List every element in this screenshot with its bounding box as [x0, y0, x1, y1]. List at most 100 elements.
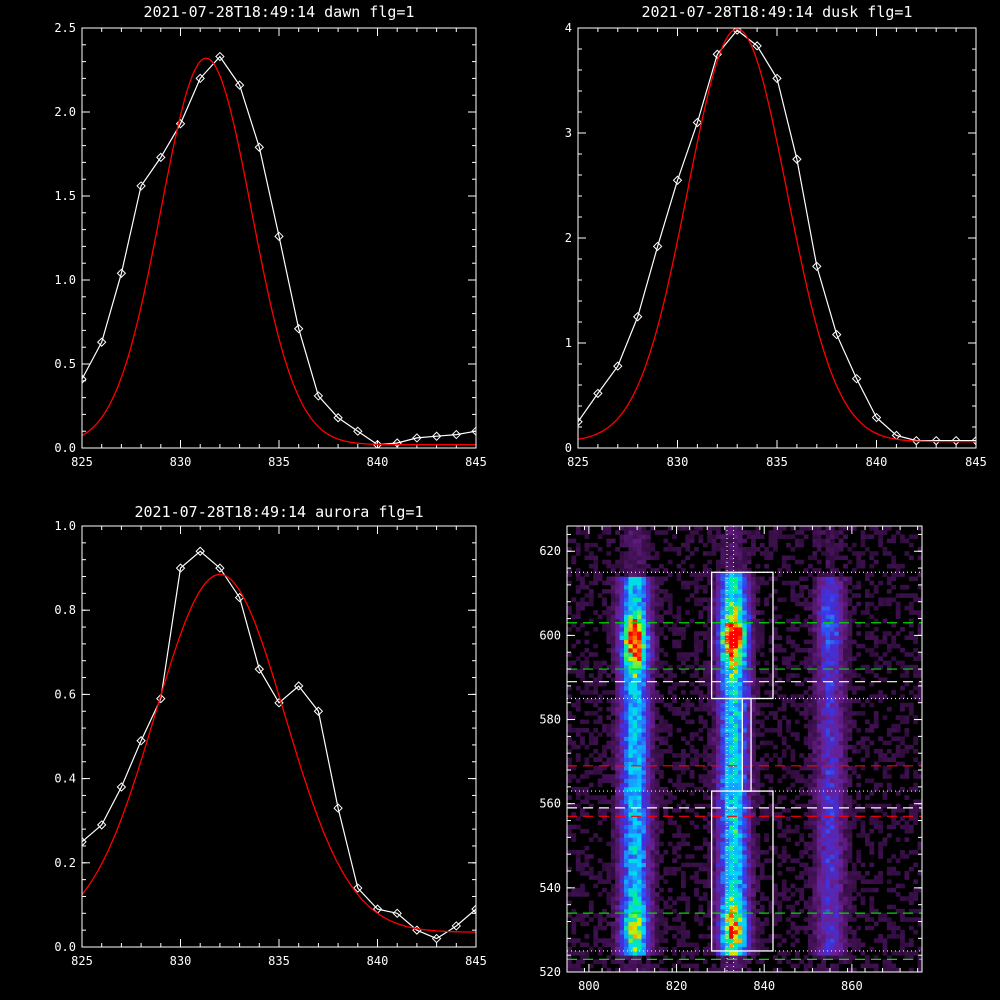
heatmap-cell: [808, 816, 813, 821]
heatmap-cell: [751, 601, 756, 607]
heatmap-cell: [865, 795, 870, 800]
heatmap-cell: [742, 946, 748, 952]
heatmap-cell: [786, 887, 791, 893]
heatmap-cell: [843, 900, 848, 906]
data-point-diamond: [96, 337, 107, 347]
heatmap-cell: [913, 749, 918, 754]
heatmap-cell: [843, 778, 848, 784]
heatmap-cell: [702, 635, 708, 640]
heatmap-cell: [597, 757, 603, 762]
heatmap-cell: [681, 799, 686, 805]
heatmap-cell: [724, 963, 730, 969]
heatmap-cell: [597, 875, 603, 880]
heatmap-cell: [707, 908, 712, 914]
heatmap-cell: [799, 803, 805, 809]
heatmap-cell: [834, 728, 840, 733]
heatmap-cell: [593, 749, 599, 754]
heatmap-cell: [843, 824, 848, 830]
heatmap-cell: [816, 770, 822, 775]
heatmap-cell: [825, 946, 831, 952]
heatmap-cell: [724, 955, 730, 960]
heatmap-cell: [742, 669, 748, 674]
heatmap-cell: [729, 761, 734, 767]
heatmap-cell: [847, 711, 853, 716]
heatmap-cell: [610, 677, 616, 683]
heatmap-cell: [808, 921, 813, 927]
heatmap-cell: [812, 681, 818, 687]
heatmap-cell: [900, 854, 905, 859]
heatmap-cell: [799, 702, 805, 708]
data-point-diamond: [156, 152, 166, 163]
heatmap-cell: [720, 866, 726, 872]
heatmap-cell: [624, 757, 629, 762]
heatmap-cell: [685, 765, 691, 771]
heatmap-cell: [610, 597, 616, 603]
heatmap-cell: [628, 951, 634, 956]
dusk-data-marks: [578, 28, 976, 446]
heatmap-cell: [610, 757, 616, 762]
heatmap-cell: [729, 841, 734, 847]
heatmap-cell: [685, 904, 691, 910]
heatmap-cell: [777, 942, 783, 948]
heatmap-cell: [786, 728, 791, 733]
heatmap-cell: [830, 942, 835, 948]
heatmap-cell: [676, 929, 682, 935]
heatmap-cell: [830, 593, 835, 598]
heatmap-cell: [659, 740, 664, 746]
heatmap-cell: [865, 631, 870, 636]
heatmap-cell: [764, 858, 769, 863]
heatmap-cell: [764, 740, 769, 746]
heatmap-cell: [615, 824, 620, 830]
heatmap-cell: [843, 858, 848, 863]
heatmap-cell: [720, 967, 726, 972]
heatmap-cell: [637, 900, 642, 906]
heatmap-cell: [830, 871, 835, 876]
heatmap-cell: [821, 749, 826, 754]
heatmap-cell: [794, 627, 800, 632]
heatmap-cell: [808, 946, 813, 952]
heatmap-cell: [860, 862, 866, 868]
heatmap-cell: [759, 875, 765, 880]
heatmap-cell: [821, 702, 826, 708]
heatmap-cell: [694, 669, 699, 674]
heatmap-cell: [869, 946, 875, 952]
heatmap-cell: [773, 635, 778, 640]
heatmap-cell: [808, 677, 813, 683]
heatmap-cell: [588, 917, 594, 922]
heatmap-cell: [650, 648, 656, 653]
heatmap-cell: [759, 812, 765, 817]
heatmap-cell: [628, 677, 634, 683]
heatmap-cell: [716, 887, 721, 893]
heatmap-cell: [729, 605, 734, 611]
heatmap-cell: [628, 749, 634, 754]
heatmap-cell: [821, 673, 826, 678]
heatmap-cell: [834, 610, 840, 615]
heatmap-cell: [659, 774, 664, 779]
heatmap-cell: [645, 871, 651, 876]
heatmap-cell: [773, 614, 778, 619]
heatmap-cell: [830, 955, 835, 960]
heatmap-cell: [895, 858, 901, 863]
heatmap-cell: [847, 618, 853, 624]
heatmap-cell: [746, 938, 752, 943]
heatmap-cell: [707, 782, 712, 788]
heatmap-cell: [641, 929, 647, 935]
heatmap-cell: [904, 719, 910, 725]
heatmap-cell: [834, 660, 840, 666]
heatmap-cell: [602, 959, 607, 964]
heatmap-cell: [632, 850, 638, 855]
heatmap-cell: [628, 698, 634, 704]
heatmap-cell: [580, 959, 585, 964]
heatmap-cell: [720, 833, 726, 838]
heatmap-cell: [821, 896, 826, 901]
heatmap-cell: [843, 921, 848, 927]
heatmap-cell: [746, 841, 752, 847]
heatmap-cell: [610, 627, 616, 632]
heatmap-cell: [812, 833, 818, 838]
heatmap-cell: [685, 929, 691, 935]
heatmap-cell: [632, 934, 638, 939]
heatmap-cell: [781, 828, 787, 834]
heatmap-cell: [821, 917, 826, 922]
heatmap-cell: [663, 786, 669, 792]
